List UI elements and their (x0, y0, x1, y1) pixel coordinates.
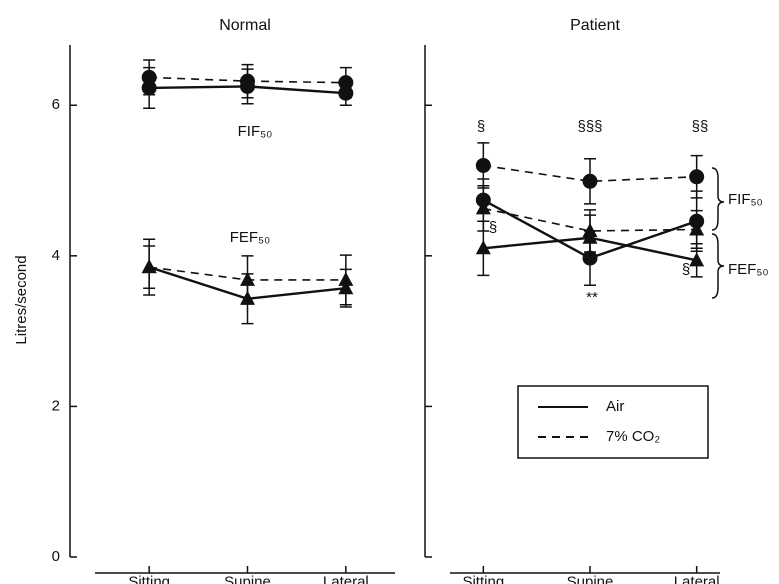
marker (689, 252, 705, 267)
series-label: FIF₅₀ (238, 123, 273, 140)
y-tick-label: 4 (52, 247, 60, 264)
marker (240, 78, 255, 94)
legend-label: 7% CO₂ (606, 428, 660, 445)
y-axis-label: Litres/second (13, 255, 30, 344)
x-tick-label: Supine (567, 573, 614, 584)
annotation: ** (586, 289, 598, 306)
y-tick-label: 6 (52, 96, 60, 113)
y-tick-label: 2 (52, 397, 60, 414)
marker (338, 280, 354, 295)
marker (689, 221, 705, 236)
marker (689, 169, 705, 185)
brace (711, 167, 725, 231)
annotation: §§§ (577, 118, 602, 135)
x-tick-label: Sitting (462, 573, 504, 584)
annotation: § (489, 219, 497, 236)
x-tick-label: Lateral (323, 573, 369, 584)
x-tick-label: Supine (224, 573, 271, 584)
marker (582, 173, 598, 189)
annotation: § (477, 118, 485, 135)
series-label: FEF₅₀ (728, 261, 769, 278)
panel-title: Patient (570, 17, 620, 34)
x-tick-label: Lateral (674, 573, 720, 584)
annotation: § (682, 261, 690, 278)
y-tick-label: 0 (52, 548, 60, 565)
brace (711, 233, 725, 299)
marker (582, 229, 598, 244)
marker (475, 157, 491, 173)
marker (141, 80, 157, 96)
series-label: FEF₅₀ (230, 229, 271, 246)
series-label: FIF₅₀ (728, 191, 763, 208)
panel-title: Normal (219, 17, 271, 34)
marker (475, 240, 491, 255)
x-tick-label: Sitting (128, 573, 170, 584)
marker (338, 85, 354, 101)
legend-label: Air (606, 398, 624, 415)
marker (475, 200, 491, 215)
marker (141, 259, 157, 274)
legend-box (517, 385, 709, 459)
marker (240, 290, 255, 305)
annotation: §§ (692, 118, 709, 135)
series-line (483, 164, 697, 183)
